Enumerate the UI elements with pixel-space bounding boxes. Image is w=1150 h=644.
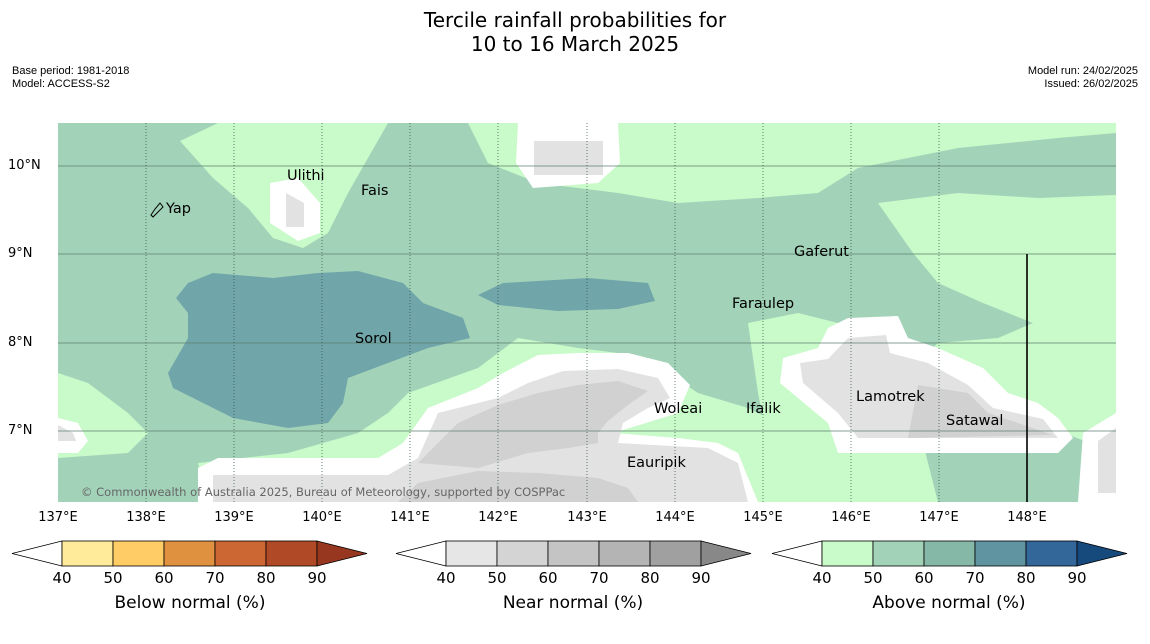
metadata-left: Base period: 1981-2018 Model: ACCESS-S2 — [12, 65, 129, 91]
above-60-70-regions — [168, 271, 655, 428]
colorbar-arrow-high — [700, 540, 752, 567]
place-satawal: Satawal — [946, 413, 1003, 429]
near-tick-70: 70 — [589, 569, 609, 587]
colorbar-arrow-high — [316, 540, 368, 567]
place-faraulep: Faraulep — [732, 296, 794, 312]
place-gaferut: Gaferut — [794, 244, 849, 260]
lon-label-137e: 137°E — [38, 510, 78, 525]
above-tick-40: 40 — [812, 569, 832, 587]
place-woleai: Woleai — [654, 401, 702, 417]
colorbar-near-normal — [395, 540, 752, 567]
title-line-2: 10 to 16 March 2025 — [470, 32, 680, 56]
lon-label-138e: 138°E — [126, 510, 166, 525]
colorbar-swatch — [821, 540, 874, 567]
colorbar-swatch — [974, 540, 1027, 567]
below-tick-60: 60 — [154, 569, 174, 587]
lat-label-7n: 7°N — [8, 423, 33, 438]
place-sorol: Sorol — [355, 331, 392, 347]
lon-label-142e: 142°E — [478, 510, 518, 525]
colorbar-swatch — [265, 540, 318, 567]
colorbar-swatch — [61, 540, 114, 567]
legend-title-below: Below normal (%) — [114, 593, 266, 613]
below-tick-80: 80 — [256, 569, 276, 587]
above-tick-80: 80 — [1016, 569, 1036, 587]
below-tick-90: 90 — [307, 569, 327, 587]
above-tick-60: 60 — [914, 569, 934, 587]
grid-lon-lines — [145, 123, 940, 502]
colorbar-swatch — [649, 540, 702, 567]
title-line-1: Tercile rainfall probabilities for — [423, 8, 727, 32]
lon-label-140e: 140°E — [302, 510, 342, 525]
base-period: Base period: 1981-2018 — [12, 65, 130, 77]
place-ifalik: Ifalik — [746, 401, 781, 417]
colorbar-swatch — [872, 540, 925, 567]
issued-date: Issued: 26/02/2025 — [1044, 78, 1138, 90]
above-tick-50: 50 — [863, 569, 883, 587]
lon-label-146e: 146°E — [831, 510, 871, 525]
colorbar-above-normal — [771, 540, 1128, 567]
copyright-text: © Commonwealth of Australia 2025, Bureau… — [81, 485, 565, 499]
near-tick-50: 50 — [487, 569, 507, 587]
legend-title-near: Near normal (%) — [502, 593, 644, 613]
below-tick-40: 40 — [52, 569, 72, 587]
lon-label-147e: 147°E — [919, 510, 959, 525]
colorbar-arrow-low — [11, 540, 63, 567]
near-60-70-regions — [398, 381, 1053, 502]
colorbar-swatch — [496, 540, 549, 567]
below-tick-70: 70 — [205, 569, 225, 587]
colorbar-swatch — [547, 540, 600, 567]
colorbar-swatch — [112, 540, 165, 567]
colorbar-swatch — [923, 540, 976, 567]
colorbar-swatch — [445, 540, 498, 567]
colorbar-swatch — [598, 540, 651, 567]
lon-label-145e: 145°E — [743, 510, 783, 525]
lat-label-9n: 9°N — [8, 246, 33, 261]
lon-label-141e: 141°E — [390, 510, 430, 525]
colorbar-arrow-low — [395, 540, 447, 567]
near-tick-90: 90 — [691, 569, 711, 587]
probability-map: Yap Ulithi Fais Gaferut Faraulep Sorol W… — [58, 123, 1116, 502]
lon-label-144e: 144°E — [655, 510, 695, 525]
colorbar-swatch — [163, 540, 216, 567]
place-ulithi: Ulithi — [287, 168, 325, 184]
colorbar-below-normal — [11, 540, 368, 567]
legend-title-above: Above normal (%) — [872, 593, 1026, 613]
metadata-right: Model run: 24/02/2025 Issued: 26/02/2025 — [1028, 65, 1138, 91]
lat-label-10n: 10°N — [8, 158, 41, 173]
near-tick-60: 60 — [538, 569, 558, 587]
near-tick-80: 80 — [640, 569, 660, 587]
colorbar-swatch — [214, 540, 267, 567]
below-tick-50: 50 — [103, 569, 123, 587]
model-name: Model: ACCESS-S2 — [12, 78, 110, 90]
above-tick-70: 70 — [965, 569, 985, 587]
place-lamotrek: Lamotrek — [856, 389, 925, 405]
model-run: Model run: 24/02/2025 — [1027, 65, 1138, 77]
lon-label-148e: 148°E — [1007, 510, 1047, 525]
lon-label-143e: 143°E — [567, 510, 607, 525]
place-fais: Fais — [361, 183, 388, 199]
near-tick-40: 40 — [436, 569, 456, 587]
colorbar-swatch — [1025, 540, 1078, 567]
lat-label-8n: 8°N — [8, 335, 33, 350]
lon-label-139e: 139°E — [214, 510, 254, 525]
above-tick-90: 90 — [1067, 569, 1087, 587]
colorbar-arrow-high — [1076, 540, 1128, 567]
colorbar-arrow-low — [771, 540, 823, 567]
chart-title: Tercile rainfall probabilities for 10 to… — [0, 8, 1150, 56]
place-yap: Yap — [165, 201, 191, 217]
yap-island-outline — [150, 202, 164, 218]
place-eauripik: Eauripik — [627, 455, 686, 471]
